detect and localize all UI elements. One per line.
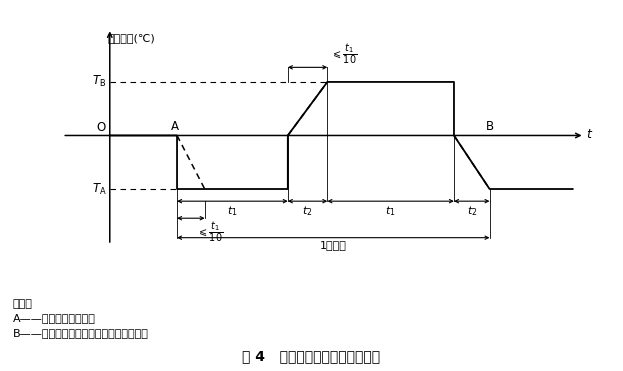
Text: 图 4   耐温度变化试验温度循环图: 图 4 耐温度变化试验温度循环图 [242, 349, 381, 364]
Text: O: O [97, 121, 106, 134]
Text: $t_2$: $t_2$ [302, 204, 313, 218]
Text: $t_1$: $t_1$ [386, 204, 396, 218]
Text: 箱内温度(℃): 箱内温度(℃) [108, 33, 156, 43]
Text: t: t [586, 128, 591, 141]
Text: A: A [171, 119, 179, 132]
Text: $\leqslant\dfrac{t_1}{10}$: $\leqslant\dfrac{t_1}{10}$ [331, 41, 357, 66]
Text: $T_{\mathrm{A}}$: $T_{\mathrm{A}}$ [92, 181, 107, 197]
Text: $T_{\mathrm{B}}$: $T_{\mathrm{B}}$ [92, 75, 107, 89]
Text: B——第一个循环结束，第二个循环开始。: B——第一个循环结束，第二个循环开始。 [12, 328, 148, 338]
Text: $t_2$: $t_2$ [467, 204, 477, 218]
Text: 说明：: 说明： [12, 299, 32, 309]
Text: B: B [485, 119, 493, 132]
Text: 1个循环: 1个循环 [320, 240, 347, 250]
Text: A——第一个循环开始；: A——第一个循环开始； [12, 313, 95, 324]
Text: $t_1$: $t_1$ [227, 204, 238, 218]
Text: $\leqslant\dfrac{t_1}{10}$: $\leqslant\dfrac{t_1}{10}$ [197, 219, 223, 244]
